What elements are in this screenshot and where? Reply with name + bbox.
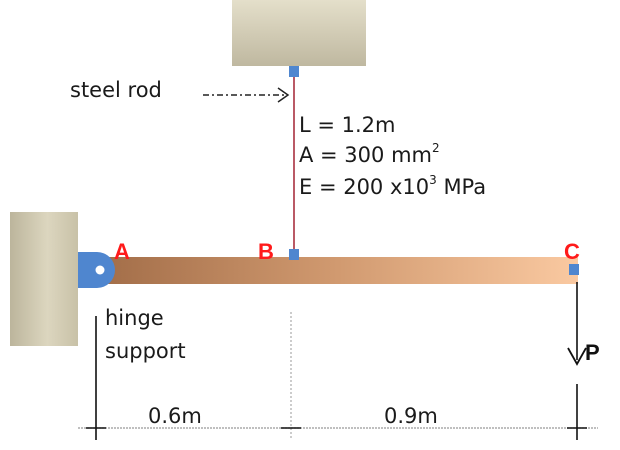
ceiling-block — [232, 0, 366, 66]
connector-c — [569, 264, 579, 275]
load-arrowhead — [567, 347, 587, 366]
point-c-label: C — [564, 239, 580, 264]
point-b-label: B — [258, 239, 274, 264]
wall-block — [10, 212, 78, 346]
dimension-bc: 0.9m — [384, 404, 438, 428]
rod-pointer-arrowhead — [277, 87, 290, 103]
point-a-label: A — [114, 239, 130, 264]
support-label-line1: hinge — [105, 306, 164, 330]
hinge-pin — [95, 265, 105, 275]
dimension-ab: 0.6m — [148, 404, 202, 428]
rod-top-connector — [289, 66, 299, 77]
connector-b — [289, 249, 299, 260]
rod-label: steel rod — [70, 78, 162, 102]
support-label-line2: support — [105, 339, 186, 363]
beam — [98, 257, 578, 284]
load-label: P — [585, 340, 600, 365]
rod-modulus: E = 200 x103 MPa — [299, 173, 486, 199]
rod-length: L = 1.2m — [299, 113, 396, 137]
rod-area: A = 300 mm2 — [299, 141, 440, 167]
